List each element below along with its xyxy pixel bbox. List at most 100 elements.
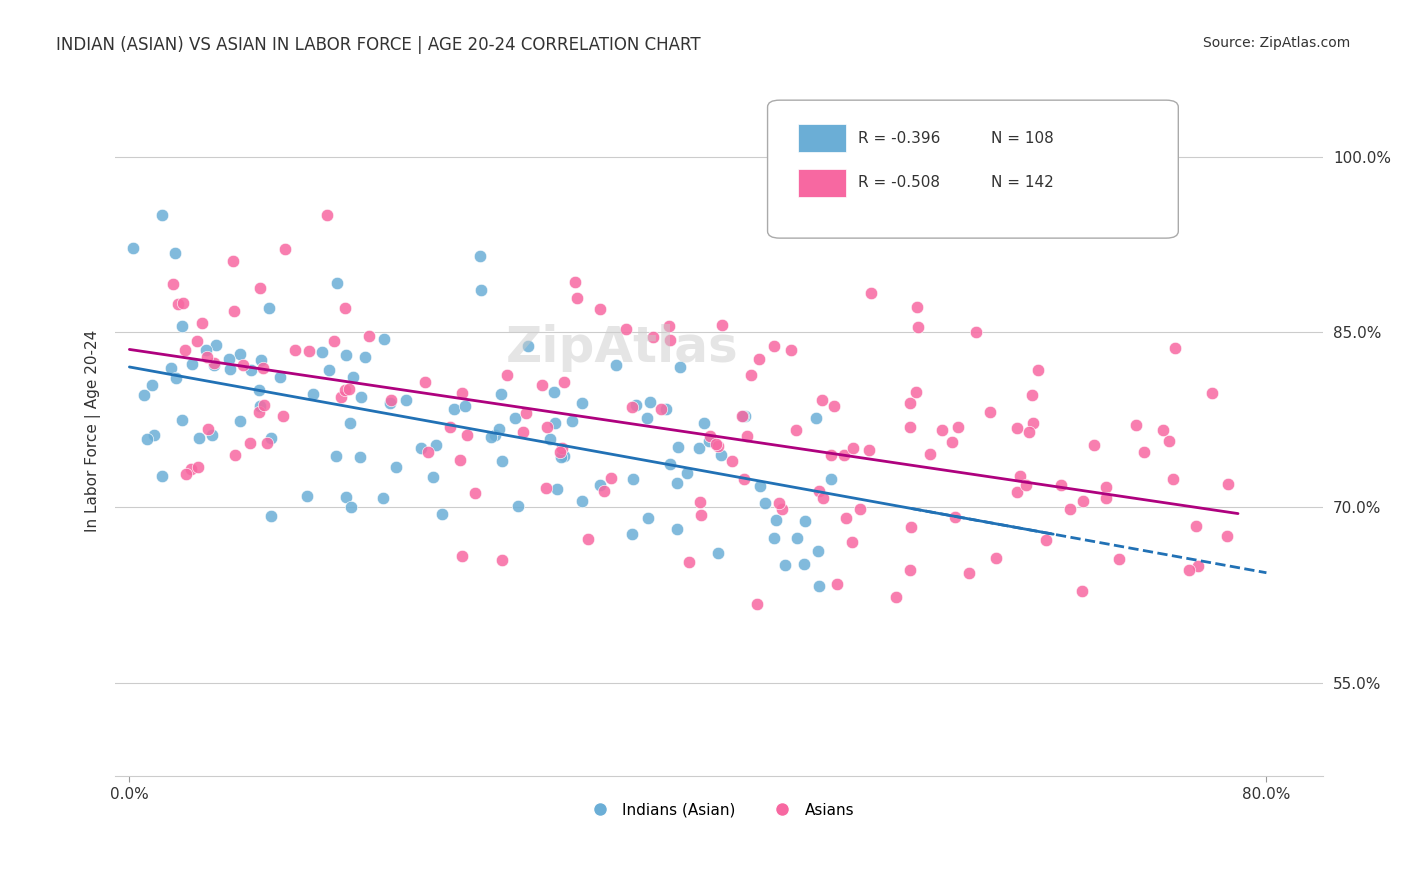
Point xyxy=(748,352,770,367)
Point xyxy=(811,393,834,408)
Point xyxy=(195,351,218,365)
Point xyxy=(946,420,969,434)
Point xyxy=(807,543,830,558)
Point xyxy=(488,422,510,436)
Point xyxy=(260,509,283,524)
Point xyxy=(491,454,513,468)
Point xyxy=(690,508,713,523)
Point xyxy=(823,400,845,414)
Point xyxy=(1035,533,1057,547)
Point xyxy=(931,423,953,437)
Point xyxy=(748,479,770,493)
Point xyxy=(553,376,575,390)
Point xyxy=(295,490,318,504)
Point xyxy=(165,370,187,384)
Point xyxy=(689,495,711,509)
Point xyxy=(550,450,572,465)
Point xyxy=(772,501,794,516)
Point xyxy=(470,248,492,262)
Point xyxy=(807,579,830,593)
Point xyxy=(733,472,755,486)
Point xyxy=(655,402,678,417)
Point xyxy=(172,295,194,310)
Point xyxy=(548,445,571,459)
Point xyxy=(371,491,394,505)
Point xyxy=(150,469,173,483)
Text: Source: ZipAtlas.com: Source: ZipAtlas.com xyxy=(1202,36,1350,50)
Bar xyxy=(797,124,846,152)
Point xyxy=(464,486,486,500)
Point xyxy=(1050,478,1073,492)
Point xyxy=(249,281,271,295)
Point xyxy=(1007,485,1029,500)
Point xyxy=(176,467,198,482)
Point xyxy=(197,422,219,436)
Point xyxy=(142,428,165,442)
Point xyxy=(274,242,297,256)
Point xyxy=(588,301,610,316)
Point xyxy=(187,431,209,445)
Point xyxy=(564,275,586,289)
Point xyxy=(605,358,627,372)
Point xyxy=(1094,480,1116,494)
Point xyxy=(333,301,356,316)
Point xyxy=(641,330,664,344)
Legend: Indians (Asian), Asians: Indians (Asian), Asians xyxy=(578,797,860,823)
Point xyxy=(1178,563,1201,577)
Point xyxy=(659,333,682,347)
Point xyxy=(669,359,692,374)
Point xyxy=(1201,386,1223,401)
Point xyxy=(943,510,966,524)
Point xyxy=(592,484,614,499)
Point xyxy=(311,344,333,359)
Point xyxy=(247,383,270,397)
Point xyxy=(1187,559,1209,574)
Point xyxy=(166,297,188,311)
Point xyxy=(224,448,246,462)
Point xyxy=(503,410,526,425)
Point xyxy=(553,449,575,463)
Point xyxy=(432,507,454,521)
Point xyxy=(835,511,858,525)
Point xyxy=(534,481,557,495)
Point xyxy=(195,343,218,357)
Point xyxy=(884,590,907,604)
Point xyxy=(754,496,776,510)
Point xyxy=(415,375,437,389)
Point xyxy=(571,396,593,410)
Point xyxy=(298,344,321,359)
Point xyxy=(898,420,921,434)
Point xyxy=(546,483,568,497)
Point xyxy=(162,277,184,291)
Point xyxy=(1157,434,1180,448)
Point xyxy=(1059,502,1081,516)
Point xyxy=(394,393,416,408)
Point xyxy=(678,556,700,570)
Point xyxy=(620,527,643,541)
Y-axis label: In Labor Force | Age 20-24: In Labor Force | Age 20-24 xyxy=(86,330,101,533)
Point xyxy=(762,338,785,352)
Point xyxy=(589,477,612,491)
Point xyxy=(491,552,513,566)
Point xyxy=(704,437,727,451)
Point xyxy=(849,502,872,516)
Point xyxy=(763,531,786,545)
Point xyxy=(731,409,754,423)
Point xyxy=(318,362,340,376)
Point xyxy=(734,409,756,423)
Point xyxy=(269,370,291,384)
Point xyxy=(470,283,492,297)
Point xyxy=(905,384,928,399)
Point xyxy=(735,429,758,443)
Point xyxy=(841,441,863,455)
Point xyxy=(326,277,349,291)
Point xyxy=(707,546,730,560)
Point xyxy=(339,382,361,396)
Point xyxy=(907,320,929,334)
FancyBboxPatch shape xyxy=(768,100,1178,238)
Point xyxy=(650,402,672,417)
Point xyxy=(418,445,440,459)
Point xyxy=(384,460,406,475)
Point xyxy=(335,348,357,362)
Point xyxy=(353,350,375,364)
